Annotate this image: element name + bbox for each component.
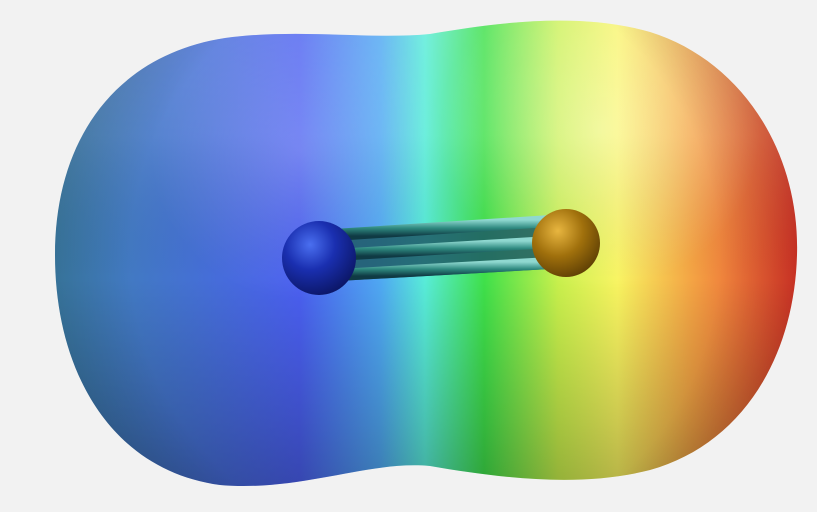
bond-line-3: [314, 256, 574, 282]
bond-line-1: [312, 214, 572, 242]
bond-line-2: [313, 235, 573, 262]
molecule: [282, 209, 600, 295]
triple-bond: [312, 214, 574, 282]
right-atom: [532, 209, 600, 277]
left-atom: [282, 221, 356, 295]
